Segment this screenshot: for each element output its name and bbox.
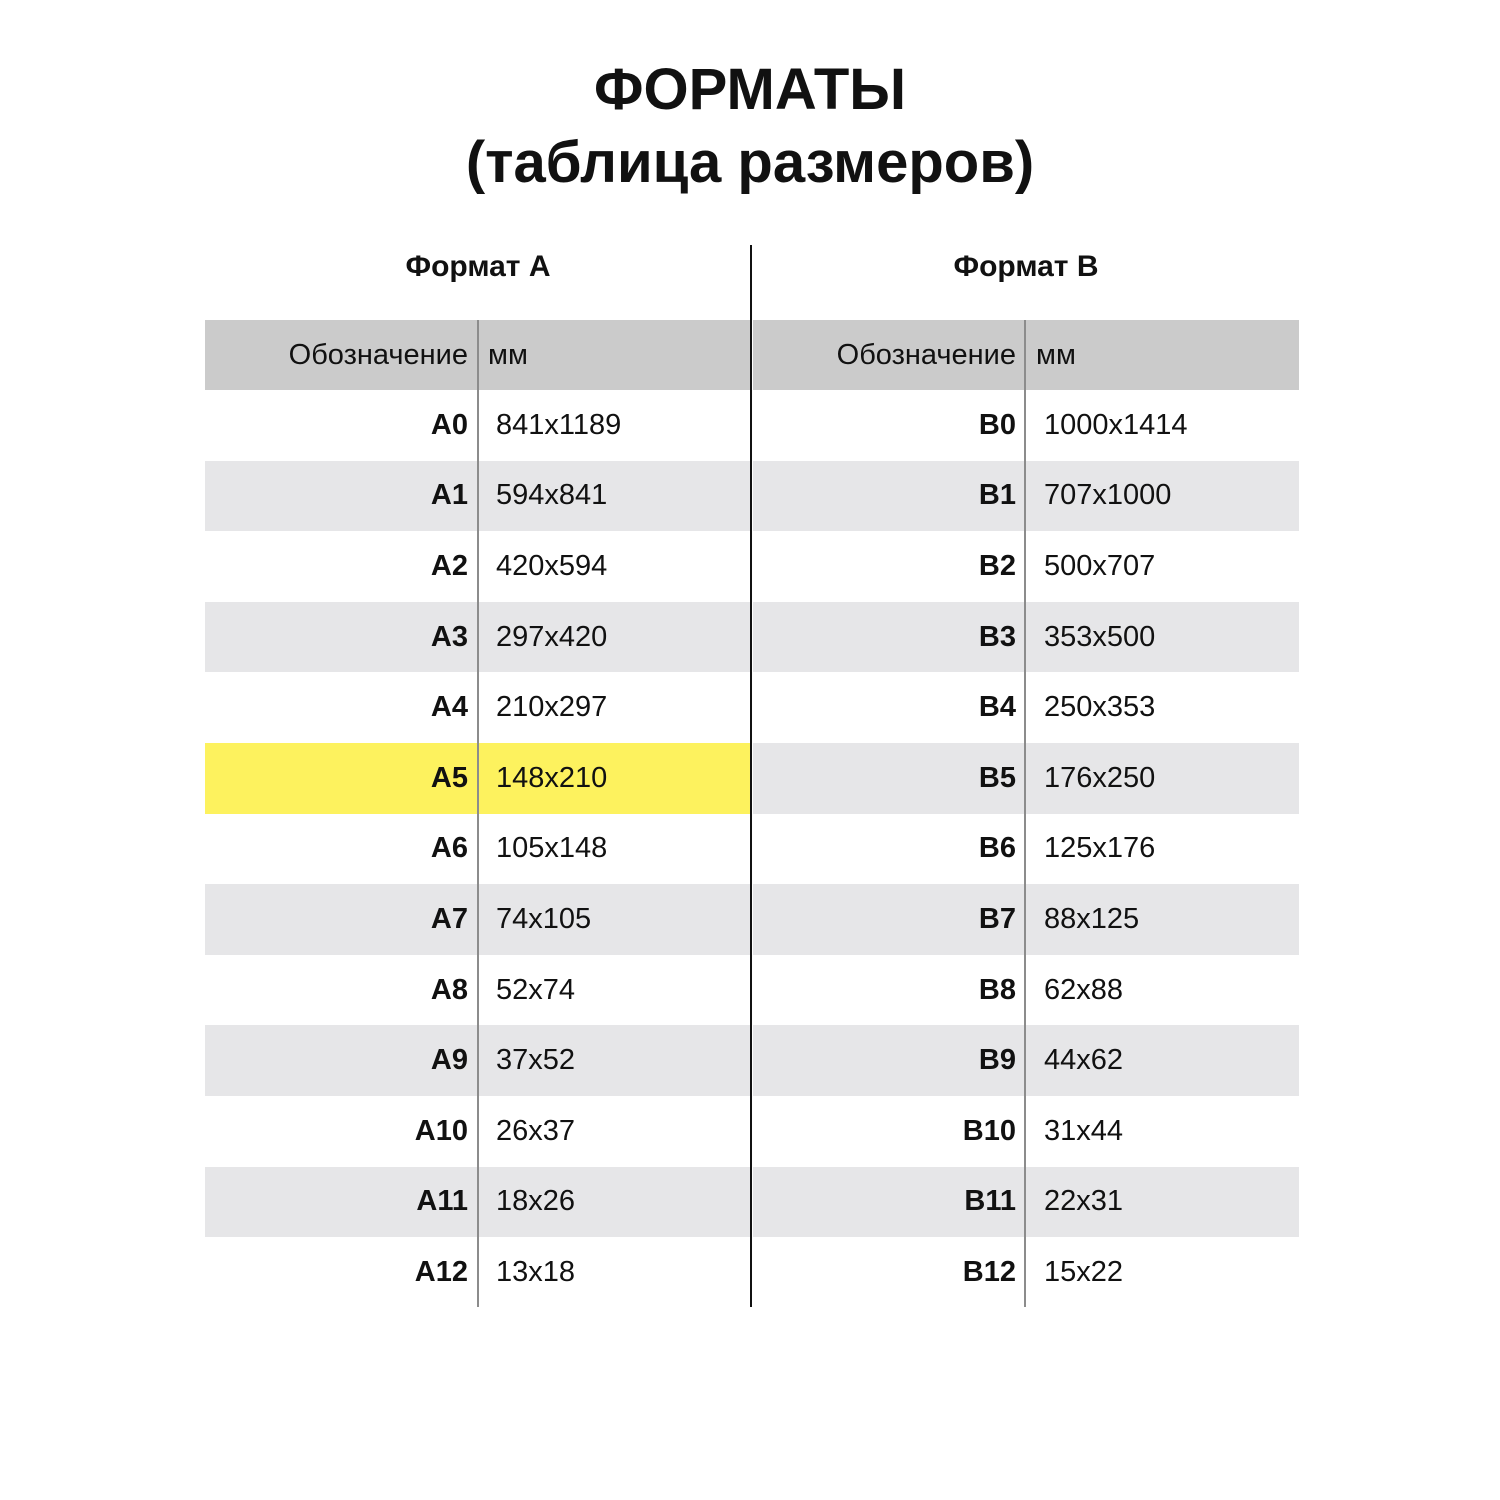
format-size: 210x297 [496,691,608,724]
table-row: B5 176x250 [753,742,1299,814]
table-row: B10 31x44 [753,1096,1299,1167]
format-code: A3 [430,620,468,653]
format-size: 420x594 [496,549,608,582]
format-size: 707x1000 [1044,479,1172,512]
format-size: 1000x1414 [1044,408,1188,441]
format-code: B0 [978,408,1016,441]
table-row: A12 13x18 [205,1237,751,1308]
format-code: A8 [430,973,468,1006]
format-code: A1 [430,479,468,512]
format-code: A4 [430,691,468,724]
format-size: 13x18 [496,1255,576,1288]
page-title: ФОРМАТЫ [593,57,907,122]
format-code: B4 [978,691,1016,724]
format-size: 297x420 [496,620,608,653]
format-code: B2 [978,549,1016,582]
table-header: Обозначение мм [753,320,1299,390]
table-row: A6 105x148 [205,814,751,885]
table-row: A4 210x297 [205,672,751,743]
center-divider [750,245,752,1307]
table-row: B7 88x125 [753,884,1299,955]
table-row: B2 500x707 [753,531,1299,602]
format-size: 26x37 [496,1114,576,1147]
table-row: B12 15x22 [753,1237,1299,1308]
column-header-mm: мм [488,338,528,371]
page-subtitle: (таблица размеров) [465,130,1035,195]
format-size: 841x1189 [496,408,622,441]
format-code: B8 [978,973,1016,1006]
format-size: 125x176 [1044,832,1156,865]
format-code: B7 [978,902,1016,935]
format-size: 105x148 [496,832,608,865]
format-code: B6 [978,832,1016,865]
format-size: 594x841 [496,479,608,512]
format-code: B5 [978,761,1016,794]
format-b-heading: Формат В [953,250,1099,283]
format-size: 31x44 [1044,1114,1124,1147]
format-code: A5 [430,761,468,794]
table-row: B4 250x353 [753,672,1299,743]
format-code: A9 [430,1044,468,1077]
table-row: A8 52x74 [205,955,751,1026]
format-size: 176x250 [1044,761,1156,794]
format-size: 37x52 [496,1044,576,1077]
format-code: A7 [430,902,468,935]
format-size: 74x105 [496,902,592,935]
format-size: 250x353 [1044,691,1156,724]
format-size: 18x26 [496,1185,576,1218]
format-size: 22x31 [1044,1185,1124,1218]
format-code: B12 [962,1255,1016,1288]
format-code: A0 [430,408,468,441]
table-row: B1 707x1000 [753,460,1299,532]
table-row: B3 353x500 [753,601,1299,673]
table-row: A10 26x37 [205,1096,751,1167]
table-row: B11 22x31 [753,1166,1299,1238]
format-code: B11 [964,1185,1016,1218]
format-size: 88x125 [1044,902,1140,935]
table-row: B9 44x62 [753,1025,1299,1096]
column-header-code: Обозначение [288,338,468,371]
table-row: B6 125x176 [753,814,1299,885]
table-row: B0 1000x1414 [753,390,1299,461]
format-size: 15x22 [1044,1255,1124,1288]
format-code: A2 [430,549,468,582]
format-a-heading: Формат А [405,250,551,283]
table-row: A2 420x594 [205,531,751,602]
format-size: 44x62 [1044,1044,1124,1077]
format-code: A6 [430,832,468,865]
format-size: 62x88 [1044,973,1124,1006]
column-divider [477,320,479,1307]
format-code: B10 [962,1114,1016,1147]
table-row: B8 62x88 [753,955,1299,1026]
format-code: A10 [414,1114,468,1147]
format-size: 148x210 [496,761,608,794]
format-size: 353x500 [1044,620,1156,653]
column-header-code: Обозначение [836,338,1016,371]
format-size: 52x74 [496,973,576,1006]
column-header-mm: мм [1036,338,1076,371]
format-code: B1 [978,479,1016,512]
format-b-table: Обозначение мм B0 1000x1414 B1 707x1000 B2 50… [753,320,1299,1308]
format-size: 500x707 [1044,549,1156,582]
format-code: A11 [416,1185,468,1218]
format-code: B9 [978,1044,1016,1077]
format-code: B3 [978,620,1016,653]
format-code: A12 [414,1255,468,1288]
column-divider [1024,320,1026,1307]
table-row: A0 841x1189 [205,390,751,461]
